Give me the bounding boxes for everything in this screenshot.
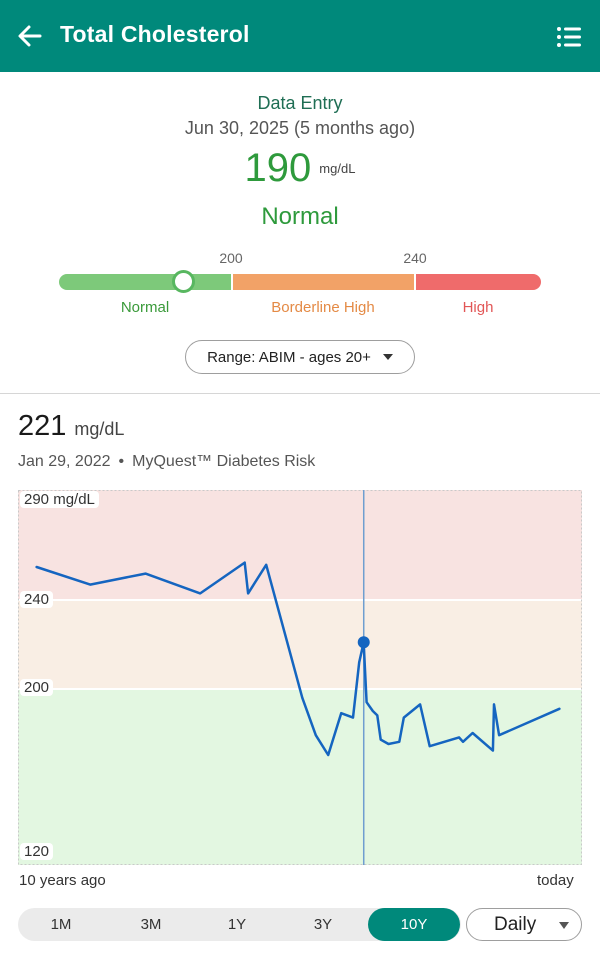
range-selector-dropdown[interactable]: Range: ABIM - ages 20+ <box>185 340 415 374</box>
app-bar: Total Cholesterol <box>0 0 600 72</box>
range-option-3m[interactable]: 3M <box>140 916 162 933</box>
y-tick-label: 200 <box>20 679 54 696</box>
frequency-label: Daily <box>494 914 537 935</box>
x-axis-end-label: today <box>537 872 574 889</box>
range-option-1y[interactable]: 1Y <box>227 916 247 933</box>
range-option-10y[interactable]: 10Y <box>368 908 460 941</box>
range-option-1m[interactable]: 1M <box>50 916 72 933</box>
range-label-normal: Normal <box>120 299 170 316</box>
latest-value: 190 <box>244 146 312 190</box>
chart-band-1 <box>18 600 582 689</box>
chart-band-0 <box>18 490 582 600</box>
selected-date: Jan 29, 2022 <box>18 453 111 470</box>
chart-band-2 <box>18 689 582 865</box>
selected-value: 221 <box>18 410 67 442</box>
latest-reading: 190 mg/dL <box>0 146 600 191</box>
time-range-selector: 1M 3M 1Y 3Y 10Y <box>18 908 461 941</box>
selected-source: MyQuest™ Diabetes Risk <box>132 453 316 470</box>
range-indicator-knob <box>172 270 195 293</box>
chart-canvas[interactable] <box>18 490 582 865</box>
frequency-dropdown[interactable]: Daily <box>466 908 582 941</box>
back-arrow-icon[interactable] <box>14 20 46 52</box>
range-label-high: High <box>462 299 494 316</box>
threshold-label-borderline: 200 <box>219 250 243 266</box>
chart-border <box>18 490 582 865</box>
range-option-3y[interactable]: 3Y <box>313 916 333 933</box>
caret-down-icon <box>382 354 393 360</box>
entry-date: Jun 30, 2025 (5 months ago) <box>184 118 416 138</box>
list-menu-icon[interactable] <box>553 21 585 53</box>
separator-dot: • <box>118 453 125 470</box>
selected-point-meta: Jan 29, 2022 • MyQuest™ Diabetes Risk <box>18 453 315 471</box>
range-bar-normal <box>59 274 231 290</box>
page-title: Total Cholesterol <box>60 21 250 47</box>
selected-point-marker <box>357 636 370 649</box>
cholesterol-history-chart[interactable]: 290 mg/dL 240 200 120 <box>18 490 582 865</box>
entry-type-label: Data Entry <box>257 93 343 113</box>
threshold-label-high: 240 <box>403 250 427 266</box>
range-bar-borderline <box>233 274 414 290</box>
selected-point-value: 221 mg/dL <box>18 410 124 443</box>
y-tick-label: 120 <box>20 843 54 860</box>
selected-unit: mg/dL <box>74 419 125 439</box>
caret-down-icon <box>559 922 569 929</box>
y-tick-label: 240 <box>20 591 54 608</box>
latest-entry-summary: Data Entry Jun 30, 2025 (5 months ago) 1… <box>0 72 600 394</box>
range-selector-label: Range: ABIM - ages 20+ <box>207 348 371 366</box>
x-axis-start-label: 10 years ago <box>19 872 106 889</box>
latest-unit: mg/dL <box>319 161 356 176</box>
range-bar-high <box>416 274 541 290</box>
y-tick-label: 290 mg/dL <box>20 491 99 508</box>
status-label: Normal <box>261 203 339 230</box>
range-label-borderline: Borderline High <box>271 299 375 316</box>
series-line-0 <box>35 561 561 757</box>
